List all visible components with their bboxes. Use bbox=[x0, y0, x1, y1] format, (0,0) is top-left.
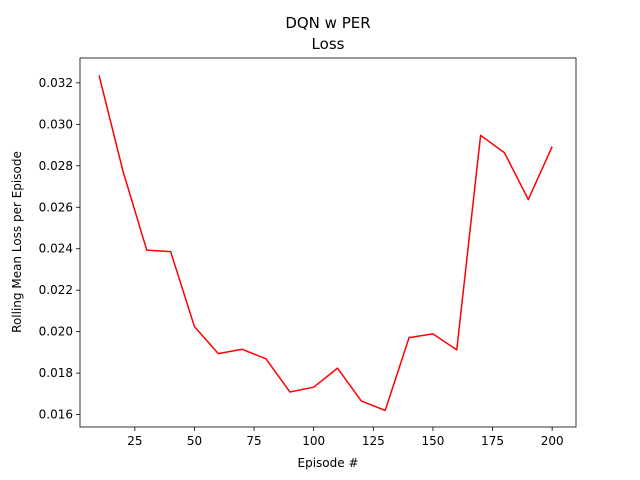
chart-title: DQN w PER bbox=[285, 14, 370, 32]
y-tick-label: 0.016 bbox=[39, 408, 73, 422]
y-tick-label: 0.020 bbox=[39, 325, 73, 339]
y-tick-label: 0.024 bbox=[39, 242, 73, 256]
x-tick-label: 100 bbox=[302, 434, 325, 448]
x-axis-label: Episode # bbox=[298, 456, 359, 470]
y-tick-label: 0.030 bbox=[39, 117, 73, 131]
x-tick-label: 200 bbox=[541, 434, 564, 448]
x-tick-label: 50 bbox=[187, 434, 202, 448]
y-tick-label: 0.028 bbox=[39, 159, 73, 173]
y-tick-label: 0.018 bbox=[39, 366, 73, 380]
chart-subtitle: Loss bbox=[312, 35, 345, 53]
y-axis: 0.016 0.018 0.020 0.022 0.024 0.026 0.028 0.030… bbox=[39, 76, 80, 422]
x-tick-label: 75 bbox=[246, 434, 261, 448]
series-line-0 bbox=[98, 75, 553, 412]
y-tick-label: 0.026 bbox=[39, 200, 73, 214]
x-tick-label: 175 bbox=[481, 434, 504, 448]
y-axis-label: Rolling Mean Loss per Episode bbox=[10, 151, 24, 333]
plot-area bbox=[79, 57, 577, 428]
y-tick-label: 0.022 bbox=[39, 283, 73, 297]
plot-frame bbox=[79, 57, 577, 428]
x-tick-label: 25 bbox=[127, 434, 142, 448]
x-tick-label: 150 bbox=[421, 434, 444, 448]
x-axis: 25 50 75 100 125 150 175 200 bbox=[127, 427, 564, 448]
y-tick-label: 0.032 bbox=[39, 76, 73, 90]
x-tick-label: 125 bbox=[362, 434, 385, 448]
